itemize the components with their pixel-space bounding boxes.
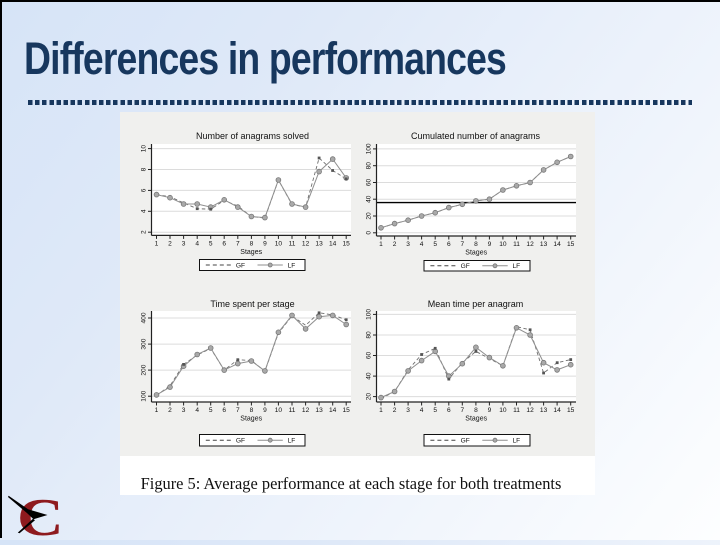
svg-text:1: 1 xyxy=(379,241,383,248)
svg-text:3: 3 xyxy=(406,241,410,248)
svg-text:GF: GF xyxy=(461,263,470,270)
svg-text:6: 6 xyxy=(222,240,226,247)
svg-text:Mean time per anagram: Mean time per anagram xyxy=(428,299,524,309)
svg-text:11: 11 xyxy=(513,241,520,248)
svg-text:2: 2 xyxy=(168,407,172,414)
svg-text:40: 40 xyxy=(366,372,373,380)
svg-text:GF: GF xyxy=(236,438,245,445)
svg-text:20: 20 xyxy=(366,393,373,401)
svg-text:13: 13 xyxy=(540,407,548,414)
svg-text:5: 5 xyxy=(433,241,437,248)
svg-text:15: 15 xyxy=(343,407,351,414)
svg-text:2: 2 xyxy=(393,407,397,414)
svg-text:10: 10 xyxy=(275,407,283,414)
svg-text:60: 60 xyxy=(366,179,373,187)
svg-text:15: 15 xyxy=(343,240,351,247)
svg-text:12: 12 xyxy=(526,407,534,414)
svg-text:60: 60 xyxy=(366,352,373,360)
svg-text:200: 200 xyxy=(141,364,148,375)
svg-text:2: 2 xyxy=(393,241,397,248)
svg-text:80: 80 xyxy=(366,331,373,339)
svg-text:15: 15 xyxy=(567,241,575,248)
svg-text:9: 9 xyxy=(263,240,267,247)
svg-text:40: 40 xyxy=(366,195,373,203)
svg-text:LF: LF xyxy=(288,262,296,269)
svg-text:80: 80 xyxy=(366,162,373,170)
svg-text:13: 13 xyxy=(315,407,323,414)
svg-text:4: 4 xyxy=(420,241,424,248)
svg-text:20: 20 xyxy=(366,212,373,220)
svg-text:Stages: Stages xyxy=(465,416,487,423)
svg-text:15: 15 xyxy=(567,407,575,414)
svg-text:13: 13 xyxy=(315,240,323,247)
svg-text:7: 7 xyxy=(460,407,464,414)
svg-text:2: 2 xyxy=(168,240,172,247)
svg-text:5: 5 xyxy=(209,240,213,247)
svg-text:10: 10 xyxy=(275,240,283,247)
svg-text:9: 9 xyxy=(488,407,492,414)
svg-text:3: 3 xyxy=(182,407,186,414)
svg-text:8: 8 xyxy=(474,241,478,248)
svg-text:400: 400 xyxy=(141,312,148,323)
svg-text:Stages: Stages xyxy=(240,416,262,423)
svg-text:7: 7 xyxy=(236,240,240,247)
svg-text:11: 11 xyxy=(289,407,296,414)
svg-text:14: 14 xyxy=(329,240,337,247)
svg-text:7: 7 xyxy=(236,407,240,414)
svg-text:1: 1 xyxy=(155,240,159,247)
svg-text:5: 5 xyxy=(433,407,437,414)
svg-text:Stages: Stages xyxy=(240,249,262,256)
svg-text:1: 1 xyxy=(379,407,383,414)
svg-text:GF: GF xyxy=(236,262,245,269)
svg-text:100: 100 xyxy=(141,390,148,401)
svg-text:6: 6 xyxy=(222,407,226,414)
svg-text:3: 3 xyxy=(406,407,410,414)
svg-text:LF: LF xyxy=(288,438,296,445)
svg-text:Time spent per stage: Time spent per stage xyxy=(210,299,294,309)
svg-text:6: 6 xyxy=(141,188,148,192)
svg-text:Stages: Stages xyxy=(465,250,487,257)
svg-text:4: 4 xyxy=(420,407,424,414)
svg-text:10: 10 xyxy=(141,145,148,153)
svg-text:13: 13 xyxy=(540,241,548,248)
svg-text:12: 12 xyxy=(302,240,310,247)
svg-text:7: 7 xyxy=(460,241,464,248)
svg-text:4: 4 xyxy=(141,209,148,213)
svg-text:6: 6 xyxy=(447,407,451,414)
svg-text:10: 10 xyxy=(499,407,507,414)
svg-text:8: 8 xyxy=(250,407,254,414)
svg-text:8: 8 xyxy=(250,240,254,247)
svg-text:LF: LF xyxy=(513,438,521,445)
svg-text:2: 2 xyxy=(141,230,148,234)
svg-text:14: 14 xyxy=(329,407,337,414)
svg-text:6: 6 xyxy=(447,241,451,248)
svg-text:4: 4 xyxy=(195,240,199,247)
svg-text:14: 14 xyxy=(553,241,561,248)
svg-text:0: 0 xyxy=(366,231,373,235)
svg-text:100: 100 xyxy=(366,309,373,320)
svg-text:9: 9 xyxy=(263,407,267,414)
svg-text:8: 8 xyxy=(141,167,148,171)
svg-text:GF: GF xyxy=(461,438,470,445)
svg-text:12: 12 xyxy=(526,241,534,248)
svg-text:3: 3 xyxy=(182,240,186,247)
svg-text:Number of anagrams solved: Number of anagrams solved xyxy=(196,131,309,141)
svg-text:10: 10 xyxy=(499,241,507,248)
svg-text:11: 11 xyxy=(513,407,520,414)
svg-text:Figure 5: Average performance: Figure 5: Average performance at each st… xyxy=(141,474,562,493)
svg-text:12: 12 xyxy=(302,407,310,414)
svg-text:11: 11 xyxy=(289,240,296,247)
svg-text:9: 9 xyxy=(488,241,492,248)
svg-text:Cumulated number of anagrams: Cumulated number of anagrams xyxy=(411,131,541,141)
svg-text:4: 4 xyxy=(195,407,199,414)
svg-text:LF: LF xyxy=(513,263,521,270)
svg-text:5: 5 xyxy=(209,407,213,414)
svg-text:8: 8 xyxy=(474,407,478,414)
svg-text:100: 100 xyxy=(366,143,373,154)
svg-text:300: 300 xyxy=(141,338,148,349)
svg-text:14: 14 xyxy=(553,407,561,414)
svg-text:1: 1 xyxy=(155,407,159,414)
